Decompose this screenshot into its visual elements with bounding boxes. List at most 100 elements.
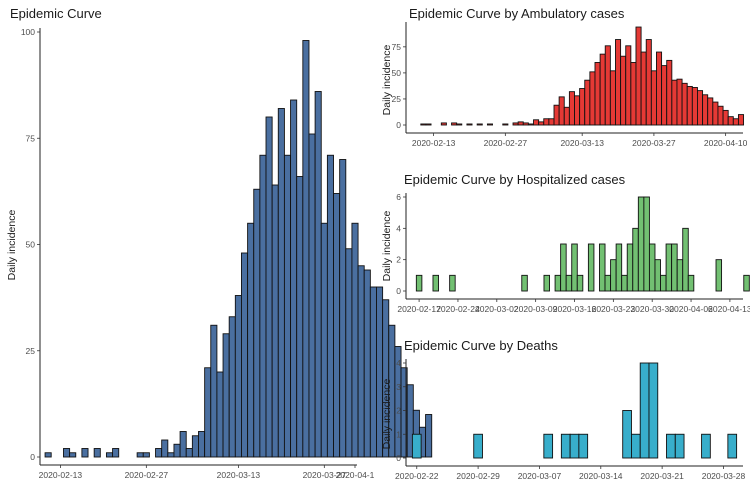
bar <box>521 274 528 292</box>
x-tick-label: 2020-02-13 <box>39 470 83 480</box>
y-tick-label: 50 <box>26 240 36 250</box>
bar <box>563 106 570 126</box>
bar <box>622 410 632 459</box>
bar <box>339 159 347 458</box>
bar <box>640 51 647 126</box>
bar <box>630 62 637 126</box>
bar <box>621 274 628 292</box>
bar <box>579 88 586 126</box>
bar <box>185 448 193 458</box>
bar <box>656 51 663 126</box>
x-tick-label: 2020-03-21 <box>640 471 684 481</box>
bar <box>543 118 550 126</box>
chart-title: Epidemic Curve by Deaths <box>404 338 558 353</box>
bar <box>671 79 678 126</box>
bar <box>645 39 652 126</box>
x-tick-label: 2020-02-22 <box>395 471 439 481</box>
bar <box>512 122 519 126</box>
bar-group <box>415 196 750 292</box>
bar <box>604 45 611 126</box>
bar <box>682 227 689 292</box>
bar <box>701 433 711 459</box>
bar <box>93 448 101 458</box>
y-axis-label: Daily incidence <box>381 45 393 116</box>
bar <box>222 333 230 458</box>
y-tick-label: 0 <box>396 286 401 296</box>
bar <box>167 452 175 458</box>
x-tick-label: 2020-04-1 <box>336 470 375 480</box>
bar <box>451 122 458 126</box>
x-tick-label: 2020-02-27 <box>484 138 528 148</box>
y-tick-label: 75 <box>26 133 36 143</box>
panel-deaths: Epidemic Curve by Deaths Daily incidence… <box>381 338 745 481</box>
bar <box>136 452 144 458</box>
bar <box>626 243 634 292</box>
bar <box>553 104 560 126</box>
panel-hospitalized-cases: Epidemic Curve by Hospitalized cases Dai… <box>381 172 750 314</box>
bar <box>589 71 596 126</box>
bar <box>283 154 292 458</box>
y-tick-label: 0 <box>30 452 35 462</box>
bar <box>702 94 709 126</box>
bar <box>533 119 540 126</box>
axes: 0 25 50 75 100 2020-02-13 2020-02-27 2020-03-13… <box>21 27 375 480</box>
x-tick-label: 2020-03-27 <box>303 470 347 480</box>
bar <box>554 274 562 292</box>
bar <box>473 433 483 459</box>
bar <box>112 448 120 458</box>
bar <box>210 324 218 458</box>
bar <box>271 184 279 458</box>
y-tick-label: 1 <box>396 429 401 439</box>
bar <box>173 443 181 458</box>
bar <box>594 62 601 126</box>
bar <box>449 274 456 292</box>
axes: 02462020-02-172020-02-242020-03-022020-0… <box>396 192 750 314</box>
x-tick-label: 2020-02-24 <box>436 304 480 314</box>
bar <box>732 118 739 126</box>
bar <box>674 433 685 459</box>
y-axis-label: Daily incidence <box>381 211 393 282</box>
bar <box>715 259 723 292</box>
bar <box>538 121 545 126</box>
bar <box>179 431 187 458</box>
bar <box>609 70 616 126</box>
bar <box>333 193 341 458</box>
bar <box>717 105 724 126</box>
bar <box>568 91 575 126</box>
bar <box>420 123 427 126</box>
bar <box>265 116 273 458</box>
bar <box>302 40 310 458</box>
chart-title: Epidemic Curve by Ambulatory cases <box>409 6 625 21</box>
bar <box>228 316 236 458</box>
bar <box>687 274 695 292</box>
x-tick-label: 2020-03-13 <box>217 470 261 480</box>
x-tick-label: 2020-03-16 <box>553 304 597 314</box>
bar <box>639 362 650 459</box>
x-tick-label: 2020-03-23 <box>592 304 636 314</box>
x-tick-label: 2020-04-06 <box>669 304 713 314</box>
bar-group <box>420 26 745 126</box>
bar <box>290 99 298 458</box>
bar <box>277 108 285 458</box>
bar <box>198 431 206 458</box>
axes: 0 25 50 75 2020-02-13 2020-02-27 2020-03-13 202… <box>392 22 748 148</box>
bar <box>191 435 199 458</box>
bar <box>502 123 509 126</box>
bar <box>635 26 642 126</box>
bar <box>432 274 439 292</box>
x-tick-label: 2020-03-13 <box>560 138 604 148</box>
bar <box>560 433 571 459</box>
x-tick-label: 2020-03-02 <box>475 304 519 314</box>
chart-title: Epidemic Curve by Hospitalized cases <box>404 172 626 187</box>
bar <box>234 295 242 458</box>
bar <box>548 118 555 126</box>
x-tick-label: 2020-03-27 <box>632 138 676 148</box>
x-tick-label: 2020-02-27 <box>125 470 169 480</box>
bar <box>650 70 657 126</box>
bar <box>363 269 371 458</box>
bar <box>527 123 534 126</box>
bar <box>676 259 684 292</box>
bar <box>643 196 650 292</box>
bar <box>660 274 667 292</box>
